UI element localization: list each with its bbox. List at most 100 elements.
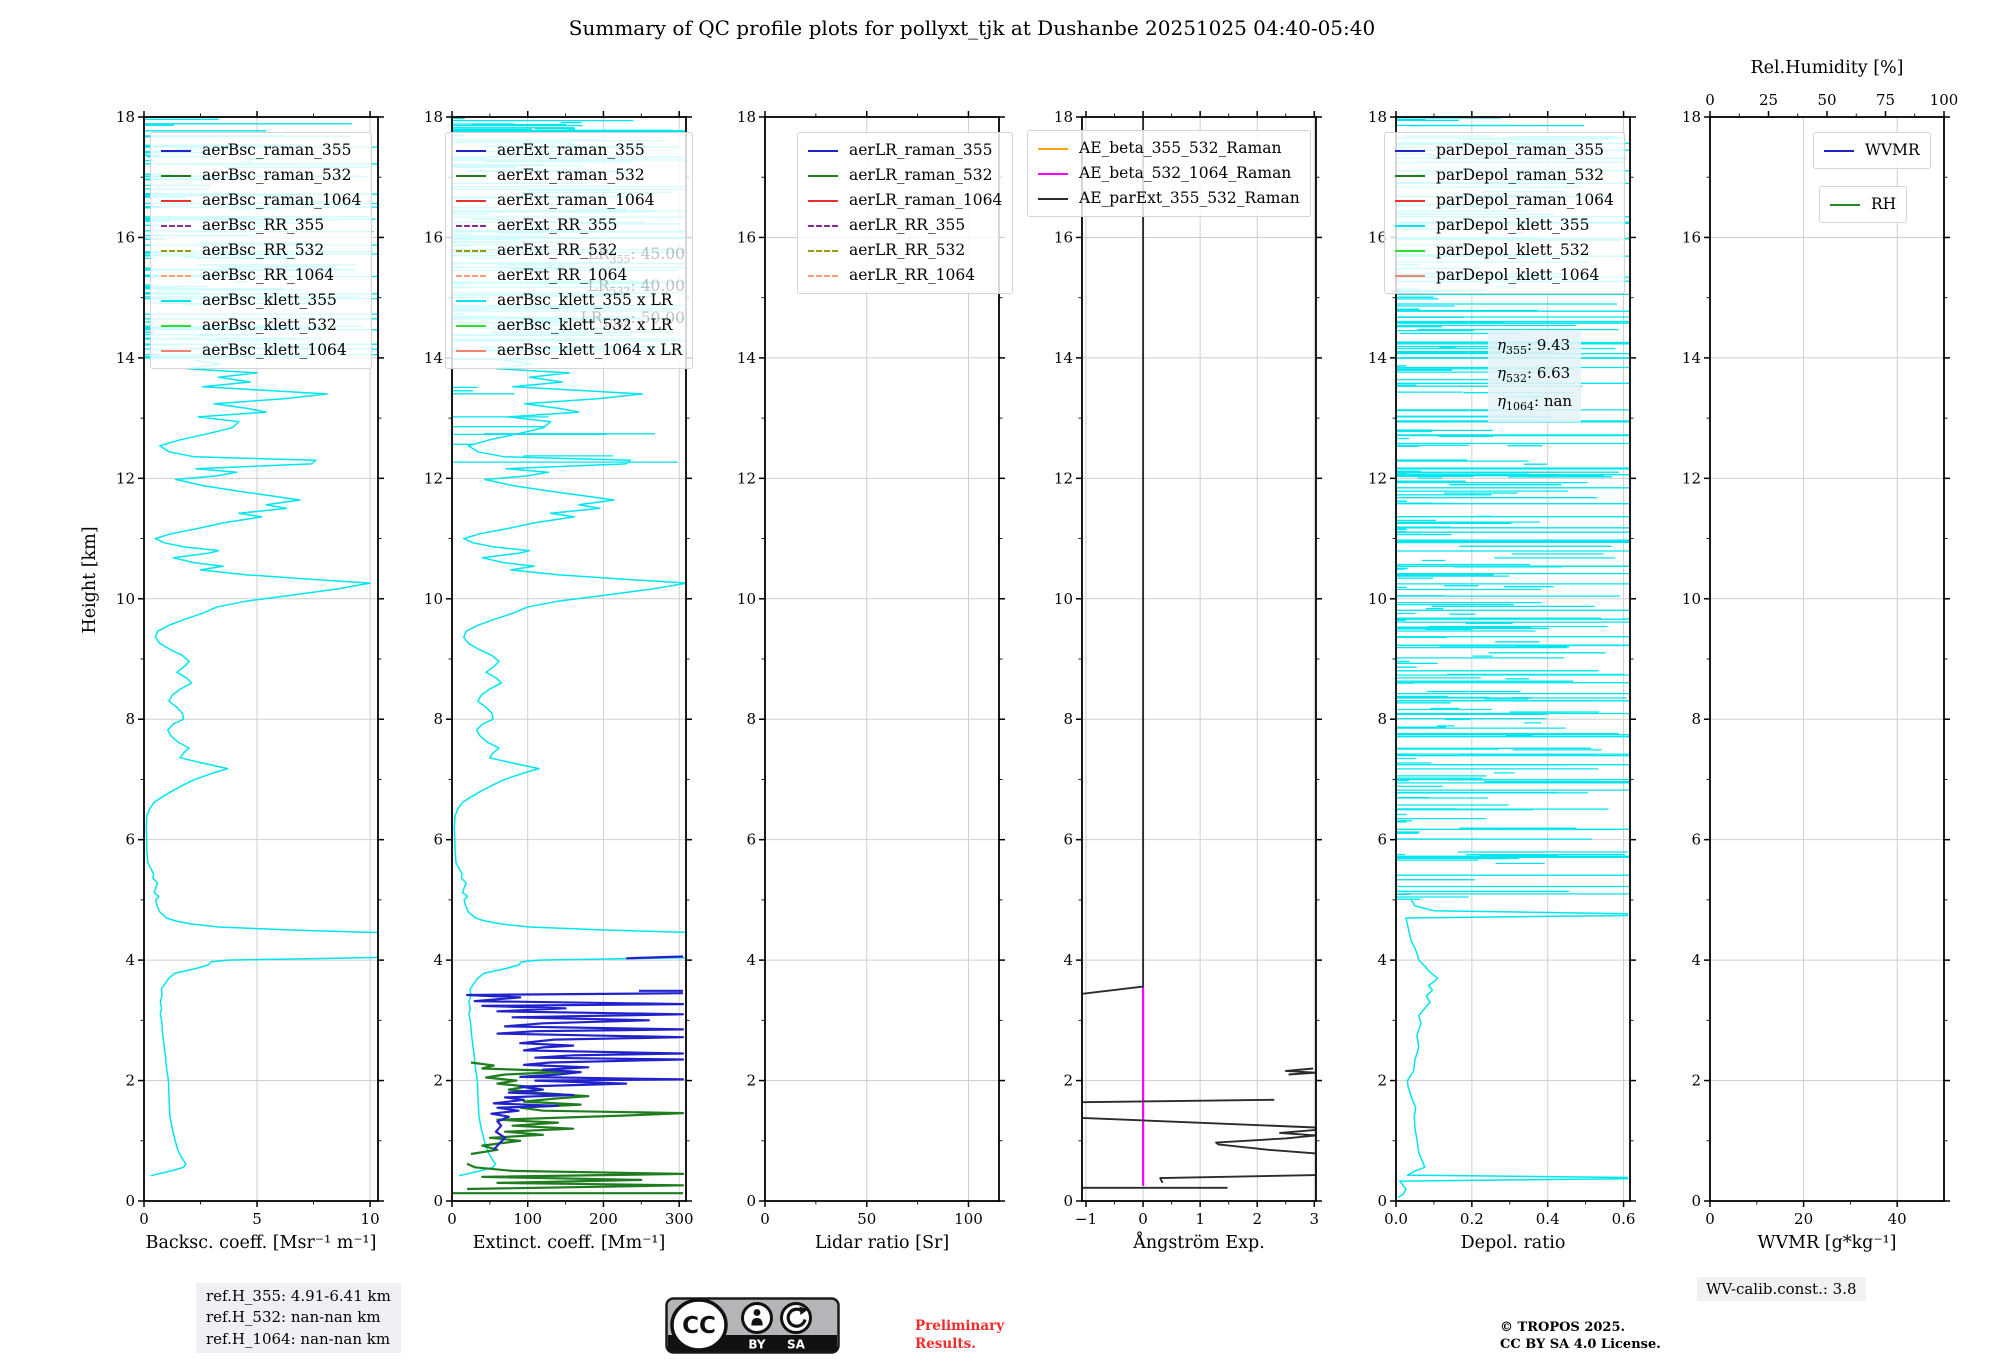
legend-label: aerExt_RR_1064	[497, 266, 628, 284]
legend-label: aerLR_RR_355	[849, 216, 966, 234]
y-tick-label: 2	[1063, 1072, 1073, 1090]
x-tick-label: 0.4	[1536, 1210, 1560, 1228]
legend-line-sample	[808, 249, 838, 252]
top-x-axis-label-wvmr: Rel.Humidity [%]	[1750, 58, 1904, 78]
y-tick-label: 18	[1682, 108, 1701, 126]
y-tick-label: 12	[1054, 469, 1073, 487]
legend-item: aerBsc_RR_1064	[161, 263, 361, 288]
legend-item: parDepol_klett_1064	[1395, 263, 1614, 288]
y-tick-label: 6	[1063, 831, 1073, 849]
y-tick-label: 16	[1682, 228, 1701, 246]
legend-line-sample	[1824, 149, 1854, 152]
x-tick-label: 5	[252, 1210, 262, 1228]
legend-line-sample	[456, 174, 486, 177]
legend-line-sample	[456, 249, 486, 252]
legend-item: parDepol_raman_532	[1395, 163, 1614, 188]
legend-line-sample	[1038, 197, 1068, 200]
legend-label: aerLR_raman_532	[849, 166, 993, 184]
legend-label: aerLR_raman_355	[849, 141, 993, 159]
legend-item: aerBsc_klett_532 x LR	[456, 313, 682, 338]
legend-line-sample	[456, 274, 486, 277]
legend-label: parDepol_klett_1064	[1436, 266, 1600, 284]
y-tick-label: 2	[433, 1072, 443, 1090]
legend-line-sample	[161, 324, 191, 327]
y-tick-label: 0	[433, 1192, 443, 1210]
legend-label: aerBsc_raman_532	[202, 166, 352, 184]
legend-item: AE_parExt_355_532_Raman	[1038, 186, 1300, 211]
series-aerext-raman-532	[466, 1162, 685, 1191]
legend-line-sample	[1395, 174, 1425, 177]
cc-by-sa-badge: CC BY SA	[665, 1297, 840, 1354]
x-tick-label: 300	[665, 1210, 694, 1228]
legend-label: aerBsc_klett_355 x LR	[497, 291, 673, 309]
y-tick-label: 0	[746, 1192, 756, 1210]
figure-title: Summary of QC profile plots for pollyxt_…	[568, 16, 1376, 40]
legend-label: RH	[1871, 195, 1897, 213]
legend-item: aerBsc_klett_532	[161, 313, 361, 338]
y-tick-label: 2	[746, 1072, 756, 1090]
legend-item: parDepol_raman_355	[1395, 138, 1614, 163]
legend-line-sample	[456, 299, 486, 302]
legend-label: aerExt_raman_355	[497, 141, 645, 159]
y-tick-label: 8	[125, 710, 135, 728]
series-aerext-raman-355	[626, 955, 684, 960]
x-tick-label: 3	[1310, 1210, 1320, 1228]
x-axis-label-lidar-ratio: Lidar ratio [Sr]	[814, 1233, 950, 1253]
series-ae-parext-355-532-raman	[1082, 1098, 1275, 1104]
legend-lidar-ratio: aerLR_raman_355 aerLR_raman_532 aerLR_rama…	[797, 132, 1014, 294]
y-tick-label: 18	[116, 108, 135, 126]
share-alike-arrow-icon	[786, 1307, 807, 1328]
y-tick-label: 10	[1054, 590, 1073, 608]
legend-item: aerLR_raman_532	[808, 163, 1002, 188]
top-x-tick-label: 25	[1759, 91, 1778, 109]
panel-depol: 0 2 4 6 8 10 12 14 16 18 0.0 0.2 0.4 0.6	[1368, 108, 1636, 1228]
legend-item: aerExt_RR_1064	[456, 263, 682, 288]
y-tick-label: 18	[1054, 108, 1073, 126]
legend-line-sample	[161, 199, 191, 202]
y-tick-label: 12	[737, 469, 756, 487]
legend-extinction: aerExt_raman_355 aerExt_raman_532 aerExt_r…	[445, 132, 694, 369]
x-tick-label: 20	[1794, 1210, 1813, 1228]
legend-item: parDepol_klett_355	[1395, 213, 1614, 238]
series-ae-parext-355-532-raman	[1082, 117, 1145, 995]
legend-label: AE_beta_532_1064_Raman	[1079, 164, 1292, 182]
legend-label: parDepol_klett_355	[1436, 216, 1590, 234]
y-tick-label: 4	[1377, 951, 1387, 969]
legend-item: aerExt_raman_532	[456, 163, 682, 188]
y-tick-label: 2	[1377, 1072, 1387, 1090]
legend-item: WVMR	[1824, 138, 1920, 163]
legend-item: aerBsc_raman_355	[161, 138, 361, 163]
legend-line-sample	[1395, 199, 1425, 202]
legend-item: aerLR_raman_1064	[808, 188, 1002, 213]
y-tick-label: 10	[116, 590, 135, 608]
series-ae-parext-355-532-raman	[1082, 1116, 1316, 1155]
person-icon	[753, 1309, 761, 1316]
legend-line-sample	[456, 224, 486, 227]
legend-line-sample	[1395, 149, 1425, 152]
x-tick-label: 40	[1888, 1210, 1907, 1228]
x-axis-label-extinction: Extinct. coeff. [Mm⁻¹]	[472, 1233, 666, 1253]
legend-label: aerLR_RR_532	[849, 241, 966, 259]
top-x-tick-label: 100	[1930, 91, 1959, 109]
legend-label: aerBsc_klett_355	[202, 291, 337, 309]
legend-backscatter: aerBsc_raman_355 aerBsc_raman_532 aerBsc_r…	[150, 132, 373, 369]
legend-rh: RH	[1819, 186, 1908, 223]
sa-label: SA	[787, 1338, 806, 1352]
y-tick-label: 0	[1063, 1192, 1073, 1210]
legend-item: aerLR_RR_532	[808, 238, 1002, 263]
legend-line-sample	[456, 149, 486, 152]
x-tick-label: 0	[1705, 1210, 1715, 1228]
legend-item: aerBsc_klett_1064	[161, 338, 361, 363]
y-tick-label: 4	[746, 951, 756, 969]
legend-label: parDepol_raman_1064	[1436, 191, 1614, 209]
x-tick-label: 100	[513, 1210, 542, 1228]
x-axis-label-depol: Depol. ratio	[1460, 1233, 1566, 1253]
x-tick-label: 0.2	[1460, 1210, 1484, 1228]
legend-label: aerLR_raman_1064	[849, 191, 1003, 209]
legend-label: aerBsc_klett_1064	[202, 341, 347, 359]
legend-line-sample	[161, 174, 191, 177]
x-tick-label: 0	[760, 1210, 770, 1228]
y-tick-label: 8	[433, 710, 443, 728]
legend-line-sample	[1038, 172, 1068, 175]
